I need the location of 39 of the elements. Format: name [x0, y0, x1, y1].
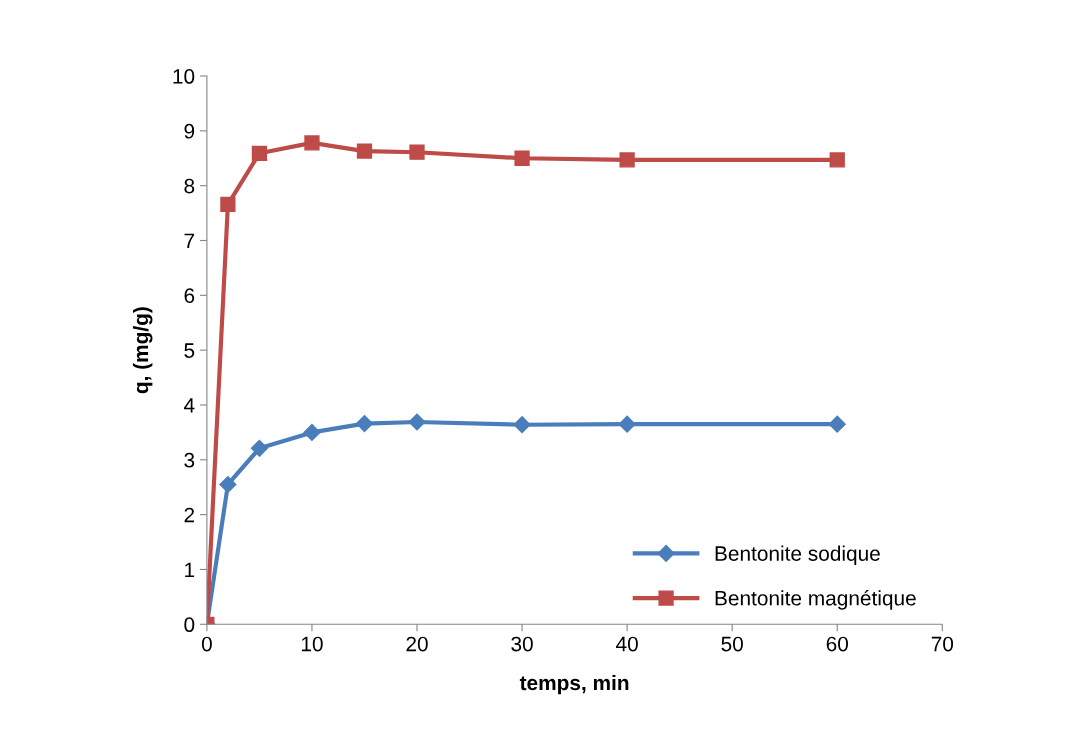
point — [355, 415, 374, 433]
point — [219, 475, 237, 494]
point — [618, 415, 636, 433]
y-tick-label: 2 — [184, 507, 195, 523]
point — [356, 143, 373, 159]
point — [513, 416, 531, 434]
point — [828, 415, 846, 433]
x-tick-label: 20 — [406, 636, 428, 652]
point — [251, 145, 268, 161]
point — [409, 144, 425, 160]
y-tick-label: 4 — [183, 398, 195, 413]
x-tick-label: 10 — [301, 636, 323, 652]
x-tick-label: 50 — [721, 636, 743, 652]
point — [829, 152, 845, 168]
point — [220, 196, 236, 212]
point — [619, 152, 635, 168]
point — [408, 413, 426, 431]
y-tick-label: 7 — [184, 233, 195, 249]
x-tick-label: 60 — [826, 636, 848, 652]
y-axis-title: q, (mg/g) — [132, 307, 153, 394]
legend-label: Bentonite magnétique — [715, 590, 916, 610]
y-tick-label: 0 — [184, 617, 195, 633]
y-tick-label: 10 — [173, 69, 195, 84]
y-tick-label: 8 — [184, 178, 195, 194]
x-tick-label: 70 — [931, 636, 954, 652]
point — [303, 423, 321, 441]
x-tick-label: 30 — [511, 636, 533, 652]
y-tick-label: 3 — [184, 452, 195, 468]
point — [514, 150, 530, 166]
y-tick-label: 5 — [184, 343, 195, 358]
point — [250, 439, 268, 457]
legend-label: Bentonite sodique — [715, 545, 880, 566]
y-tick-label: 9 — [184, 123, 195, 139]
y-tick-label: 1 — [185, 562, 195, 577]
x-axis-title: temps, min — [519, 674, 629, 695]
y-tick-label: 6 — [184, 288, 195, 304]
x-tick-label: 0 — [201, 636, 212, 652]
x-tick-label: 40 — [616, 636, 638, 652]
point — [304, 135, 320, 151]
